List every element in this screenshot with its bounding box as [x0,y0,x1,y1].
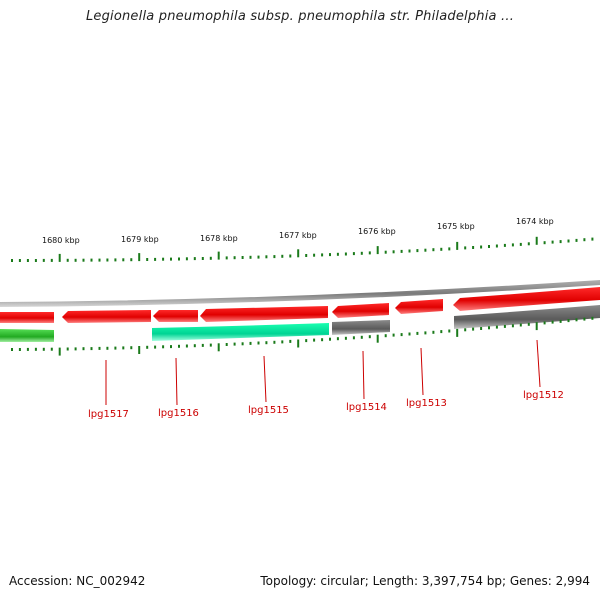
gene-label-leaders [105,339,541,406]
gene-label-lpg1515: lpg1515 [248,405,289,416]
leader-lpg1515 [263,355,267,403]
leader-lpg1512 [536,339,541,388]
gene-reverse-lpg1515 [152,323,329,341]
gene-forward-lpg1516 [153,310,198,322]
map-title: Legionella pneumophila subsp. pneumophil… [85,9,515,24]
backbone-arc [0,280,600,307]
scale-ticks-upper [11,236,594,262]
scale-label-1675: 1675 kbp [437,222,475,231]
gene-label-lpg1514: lpg1514 [346,402,387,413]
gene-forward-lpg1513 [395,299,443,314]
gene-forward-lpg1512 [453,287,600,311]
gene-label-lpg1513: lpg1513 [406,398,447,409]
scale-label-1676: 1676 kbp [358,227,396,236]
scale-ticks-lower [11,316,594,356]
scale-label-1679: 1679 kbp [121,235,159,244]
gene-forward-lpg1517 [62,310,151,323]
scale-labels: 1680 kbp 1679 kbp 1678 kbp 1677 kbp 1676… [42,217,554,245]
topology-summary: Topology: circular; Length: 3,397,754 bp… [260,574,590,588]
gene-reverse-lpg1512 [454,305,600,329]
leader-lpg1514 [362,350,365,400]
scale-label-1678: 1678 kbp [200,234,238,243]
gene-labels: lpg1517 lpg1516 lpg1515 lpg1514 lpg1513 … [88,390,564,420]
scale-label-1677: 1677 kbp [279,231,317,240]
gene-forward-lpg1514 [332,303,389,318]
gene-reverse-green-segment [0,329,54,342]
leader-lpg1516 [175,357,178,406]
accession-text: Accession: NC_002942 [9,574,146,588]
gene-forward-lpg1515 [200,306,328,322]
leader-lpg1513 [420,347,424,396]
scale-label-1674: 1674 kbp [516,217,554,226]
gene-reverse-lpg1514 [332,320,390,335]
gene-label-lpg1517: lpg1517 [88,409,129,420]
gene-forward-left-edge [0,312,54,323]
gene-label-lpg1516: lpg1516 [158,408,199,419]
scale-label-1680: 1680 kbp [42,236,80,245]
gene-label-lpg1512: lpg1512 [523,390,564,401]
